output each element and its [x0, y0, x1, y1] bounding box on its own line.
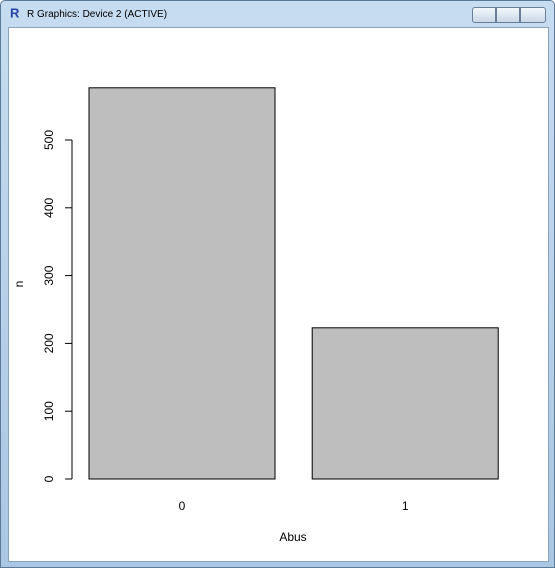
- x-tick-label: 1: [402, 499, 409, 513]
- y-tick-label: 300: [42, 265, 56, 285]
- bar: [311, 327, 499, 480]
- x-tick-label: 0: [179, 499, 186, 513]
- minimize-button[interactable]: [472, 7, 496, 23]
- y-tick-label: 500: [42, 130, 56, 150]
- y-tick-label: 0: [42, 475, 56, 482]
- close-button[interactable]: [520, 7, 546, 23]
- y-tick-label: 400: [42, 197, 56, 217]
- x-axis-label: Abus: [279, 530, 306, 544]
- bar: [88, 87, 276, 480]
- y-axis-label: n: [12, 281, 26, 288]
- maximize-button[interactable]: [496, 7, 520, 23]
- y-tick-label: 100: [42, 401, 56, 421]
- app-icon: R: [10, 7, 20, 20]
- svg-text:R: R: [10, 7, 20, 20]
- y-tick-label: 200: [42, 333, 56, 353]
- window-title: R Graphics: Device 2 (ACTIVE): [27, 9, 168, 20]
